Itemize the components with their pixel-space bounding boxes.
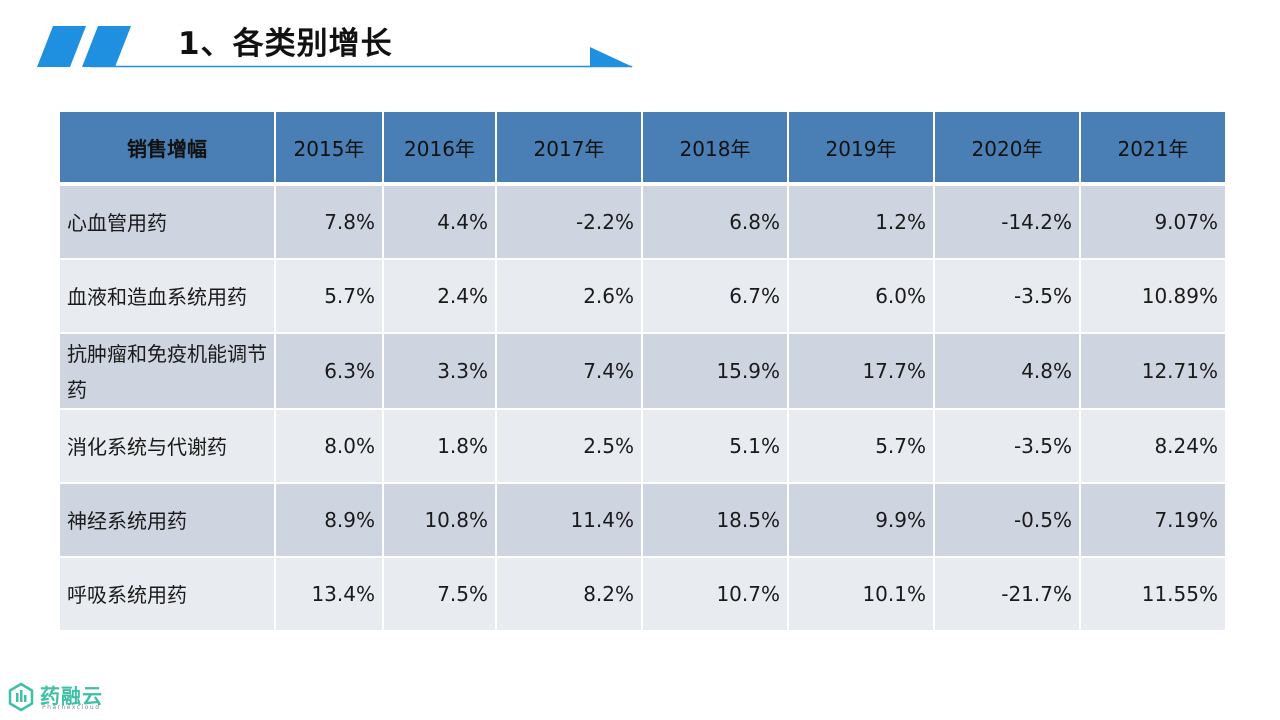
table-cell: 8.0% — [274, 408, 384, 484]
table-cell: 2.5% — [495, 408, 643, 484]
table-cell: 15.9% — [641, 332, 789, 410]
header-year: 2018年 — [641, 110, 789, 186]
table-row: 呼吸系统用药 13.4% 7.5% 8.2% 10.7% 10.1% -21.7… — [58, 556, 1227, 632]
table-cell: 7.5% — [382, 556, 497, 632]
table-cell: 3.3% — [382, 332, 497, 410]
logo-subtitle: Pharnexcloud — [42, 704, 101, 711]
row-category: 呼吸系统用药 — [58, 556, 276, 632]
table-cell: 6.7% — [641, 258, 789, 334]
sales-growth-table: 销售增幅 2015年 2016年 2017年 2018年 2019年 2020年… — [58, 110, 1227, 632]
header-year: 2016年 — [382, 110, 497, 186]
table-cell: 11.55% — [1079, 556, 1227, 632]
table-cell: -3.5% — [933, 258, 1081, 334]
table-cell: 6.8% — [641, 183, 789, 260]
header-year: 2021年 — [1079, 110, 1227, 186]
table-cell: 10.7% — [641, 556, 789, 632]
table-row: 心血管用药 7.8% 4.4% -2.2% 6.8% 1.2% -14.2% 9… — [58, 183, 1227, 260]
table-cell: 1.2% — [787, 183, 935, 260]
logo-icon — [8, 682, 34, 712]
table-cell: 4.8% — [933, 332, 1081, 410]
page-title: 1、各类别增长 — [178, 26, 393, 62]
table-cell: 5.1% — [641, 408, 789, 484]
table-cell: 2.4% — [382, 258, 497, 334]
table-cell: 10.89% — [1079, 258, 1227, 334]
title-decoration — [37, 26, 633, 68]
header-year: 2015年 — [274, 110, 384, 186]
table-cell: 9.9% — [787, 482, 935, 558]
title-stripe-1 — [37, 26, 86, 67]
table-cell: 12.71% — [1079, 332, 1227, 410]
row-category: 心血管用药 — [58, 183, 276, 260]
logo-name: 药融云 — [40, 684, 103, 708]
table-cell: 5.7% — [787, 408, 935, 484]
header-year: 2019年 — [787, 110, 935, 186]
table-cell: 9.07% — [1079, 183, 1227, 260]
table-cell: -14.2% — [933, 183, 1081, 260]
table-cell: 13.4% — [274, 556, 384, 632]
table-cell: 8.24% — [1079, 408, 1227, 484]
header-year: 2017年 — [495, 110, 643, 186]
table-cell: 6.3% — [274, 332, 384, 410]
table-cell: 8.9% — [274, 482, 384, 558]
table-cell: -0.5% — [933, 482, 1081, 558]
title-stripe-2 — [82, 26, 131, 67]
table-row: 消化系统与代谢药 8.0% 1.8% 2.5% 5.1% 5.7% -3.5% … — [58, 408, 1227, 484]
table-cell: 10.8% — [382, 482, 497, 558]
table-cell: -3.5% — [933, 408, 1081, 484]
table-cell: 6.0% — [787, 258, 935, 334]
table-cell: 7.19% — [1079, 482, 1227, 558]
brand-logo: 药融云 Pharnexcloud — [6, 680, 116, 712]
table-cell: 10.1% — [787, 556, 935, 632]
row-category: 消化系统与代谢药 — [58, 408, 276, 484]
table-cell: -2.2% — [495, 183, 643, 260]
table-row: 神经系统用药 8.9% 10.8% 11.4% 18.5% 9.9% -0.5%… — [58, 482, 1227, 558]
row-category: 抗肿瘤和免疫机能调节药 — [58, 332, 276, 410]
table-cell: 18.5% — [641, 482, 789, 558]
table-cell: 2.6% — [495, 258, 643, 334]
table-cell: 5.7% — [274, 258, 384, 334]
header-row: 销售增幅 2015年 2016年 2017年 2018年 2019年 2020年… — [58, 110, 1227, 186]
header-corner: 销售增幅 — [58, 110, 276, 186]
table-cell: 7.8% — [274, 183, 384, 260]
table-row: 血液和造血系统用药 5.7% 2.4% 2.6% 6.7% 6.0% -3.5%… — [58, 258, 1227, 334]
header-year: 2020年 — [933, 110, 1081, 186]
table-cell: -21.7% — [933, 556, 1081, 632]
table-cell: 4.4% — [382, 183, 497, 260]
table-cell: 1.8% — [382, 408, 497, 484]
table-row: 抗肿瘤和免疫机能调节药 6.3% 3.3% 7.4% 15.9% 17.7% 4… — [58, 332, 1227, 410]
row-category: 血液和造血系统用药 — [58, 258, 276, 334]
row-category: 神经系统用药 — [58, 482, 276, 558]
table-cell: 11.4% — [495, 482, 643, 558]
table-cell: 7.4% — [495, 332, 643, 410]
table-cell: 8.2% — [495, 556, 643, 632]
title-underline-arrow — [590, 47, 633, 67]
table-cell: 17.7% — [787, 332, 935, 410]
